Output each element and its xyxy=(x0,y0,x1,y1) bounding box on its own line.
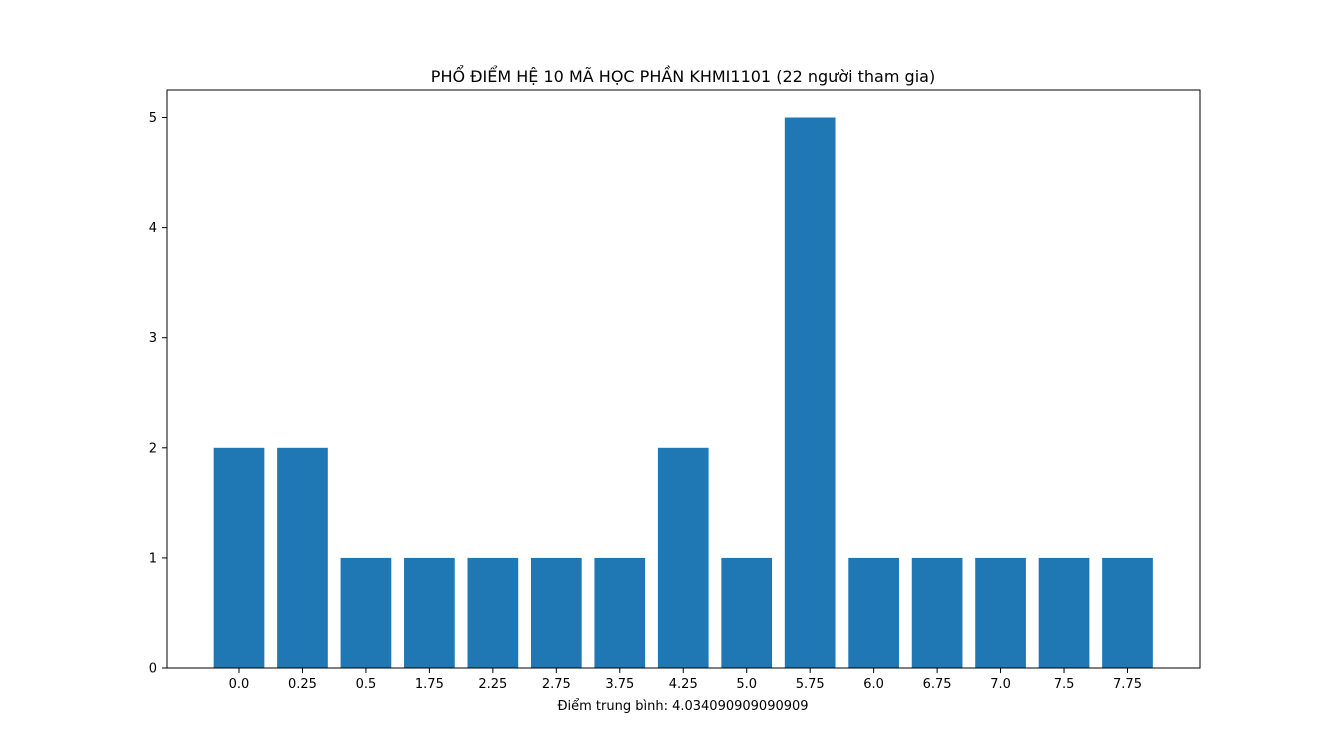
bar-7.0 xyxy=(975,557,1026,668)
bar-3.75 xyxy=(594,557,646,668)
y-axis: 0 1 2 3 4 5 xyxy=(149,111,167,677)
bar-6.75 xyxy=(911,557,963,668)
y-tick-label: 3 xyxy=(149,331,157,346)
x-tick-label: 1.75 xyxy=(415,677,444,692)
y-tick-label: 5 xyxy=(149,111,157,126)
x-tick-label: 6.75 xyxy=(923,677,952,692)
bar-2.25 xyxy=(467,557,519,668)
x-tick-label: 4.25 xyxy=(669,677,698,692)
bar-0.25 xyxy=(277,447,328,668)
x-tick-label: 0.0 xyxy=(229,677,250,692)
chart-title: PHỔ ĐIỂM HỆ 10 MÃ HỌC PHẦN KHMI1101 (22 … xyxy=(431,65,935,86)
plot-frame xyxy=(166,89,1201,669)
x-tick-label: 2.25 xyxy=(478,677,507,692)
bar-6.0 xyxy=(848,557,899,668)
bar-1.75 xyxy=(404,557,455,668)
bar-0.0 xyxy=(213,447,265,668)
bar-7.75 xyxy=(1102,557,1153,668)
y-tick-label: 4 xyxy=(149,221,157,236)
bar-2.75 xyxy=(530,557,582,668)
bar-7.5 xyxy=(1038,557,1090,668)
x-tick-label: 6.0 xyxy=(863,677,884,692)
x-axis-label: Điểm trung bình: 4.034090909090909 xyxy=(557,699,808,714)
x-tick-label: 7.0 xyxy=(990,677,1011,692)
bar-0.5 xyxy=(340,557,392,668)
plot-area: 0.0 0.25 0.5 1.75 2.25 2.75 3.75 4.25 5.0 5.75 6.0… xyxy=(149,89,1201,692)
x-tick-label: 2.75 xyxy=(542,677,571,692)
bar-5.75 xyxy=(784,117,836,668)
x-tick-label: 5.75 xyxy=(796,677,825,692)
x-axis: 0.0 0.25 0.5 1.75 2.25 2.75 3.75 4.25 5.0 5.75 6.0… xyxy=(229,668,1142,692)
x-tick-label: 3.75 xyxy=(605,677,634,692)
bar-5.0 xyxy=(721,557,773,668)
x-tick-label: 7.75 xyxy=(1113,677,1142,692)
x-tick-label: 0.5 xyxy=(356,677,377,692)
y-tick-label: 1 xyxy=(149,551,157,566)
bar-4.25 xyxy=(657,447,709,668)
x-tick-label: 7.5 xyxy=(1054,677,1075,692)
bars-group xyxy=(213,117,1153,668)
y-tick-label: 2 xyxy=(149,441,157,456)
x-tick-label: 0.25 xyxy=(288,677,317,692)
y-tick-label: 0 xyxy=(149,662,157,677)
x-tick-label: 5.0 xyxy=(736,677,757,692)
